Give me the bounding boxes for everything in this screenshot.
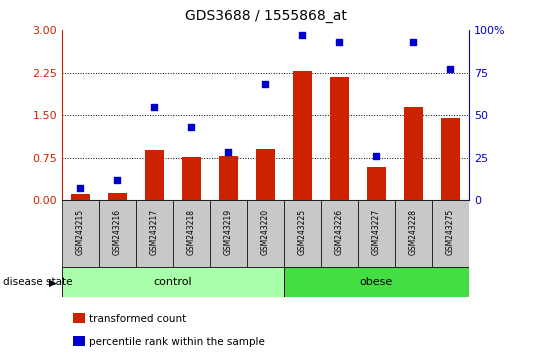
FancyBboxPatch shape (284, 200, 321, 267)
Text: GSM243275: GSM243275 (446, 209, 455, 256)
Text: GSM243219: GSM243219 (224, 209, 233, 255)
Text: GDS3688 / 1555868_at: GDS3688 / 1555868_at (184, 9, 347, 23)
Text: disease state: disease state (3, 277, 72, 287)
Point (409, 39, 418, 45)
Text: GSM243226: GSM243226 (335, 209, 344, 255)
Bar (404, 107, 423, 200)
FancyBboxPatch shape (284, 267, 469, 297)
FancyBboxPatch shape (321, 200, 358, 267)
Bar (182, 157, 201, 200)
Point (113, 177, 122, 182)
Text: GSM243216: GSM243216 (113, 209, 122, 255)
Bar (256, 149, 275, 200)
Point (76, 185, 85, 191)
FancyBboxPatch shape (358, 200, 395, 267)
Point (372, 153, 381, 159)
FancyBboxPatch shape (62, 200, 99, 267)
Point (298, 32, 307, 38)
Text: GSM243220: GSM243220 (261, 209, 270, 255)
Text: obese: obese (360, 277, 393, 287)
Text: GSM243218: GSM243218 (187, 209, 196, 255)
FancyBboxPatch shape (173, 200, 210, 267)
Point (150, 104, 159, 109)
Text: GSM243217: GSM243217 (150, 209, 159, 255)
FancyBboxPatch shape (62, 267, 284, 297)
Bar (145, 150, 164, 200)
FancyBboxPatch shape (99, 200, 136, 267)
Bar (108, 193, 127, 200)
FancyBboxPatch shape (210, 200, 247, 267)
Point (446, 66, 455, 72)
Bar (330, 76, 349, 200)
Point (187, 124, 196, 130)
Bar (367, 167, 386, 200)
FancyBboxPatch shape (432, 200, 469, 267)
Text: transformed count: transformed count (89, 314, 186, 324)
Text: percentile rank within the sample: percentile rank within the sample (89, 337, 265, 347)
Text: GSM243227: GSM243227 (372, 209, 381, 255)
Text: GSM243225: GSM243225 (298, 209, 307, 255)
Text: GSM243228: GSM243228 (409, 209, 418, 255)
Bar (293, 72, 312, 200)
Bar (441, 118, 460, 200)
Text: GSM243215: GSM243215 (76, 209, 85, 255)
Point (335, 39, 344, 45)
FancyBboxPatch shape (136, 200, 173, 267)
Bar (71, 194, 89, 200)
FancyBboxPatch shape (247, 200, 284, 267)
Text: ▶: ▶ (49, 277, 57, 287)
Point (261, 82, 270, 87)
FancyBboxPatch shape (395, 200, 432, 267)
Bar (219, 156, 238, 200)
Text: control: control (154, 277, 192, 287)
Point (224, 150, 233, 155)
